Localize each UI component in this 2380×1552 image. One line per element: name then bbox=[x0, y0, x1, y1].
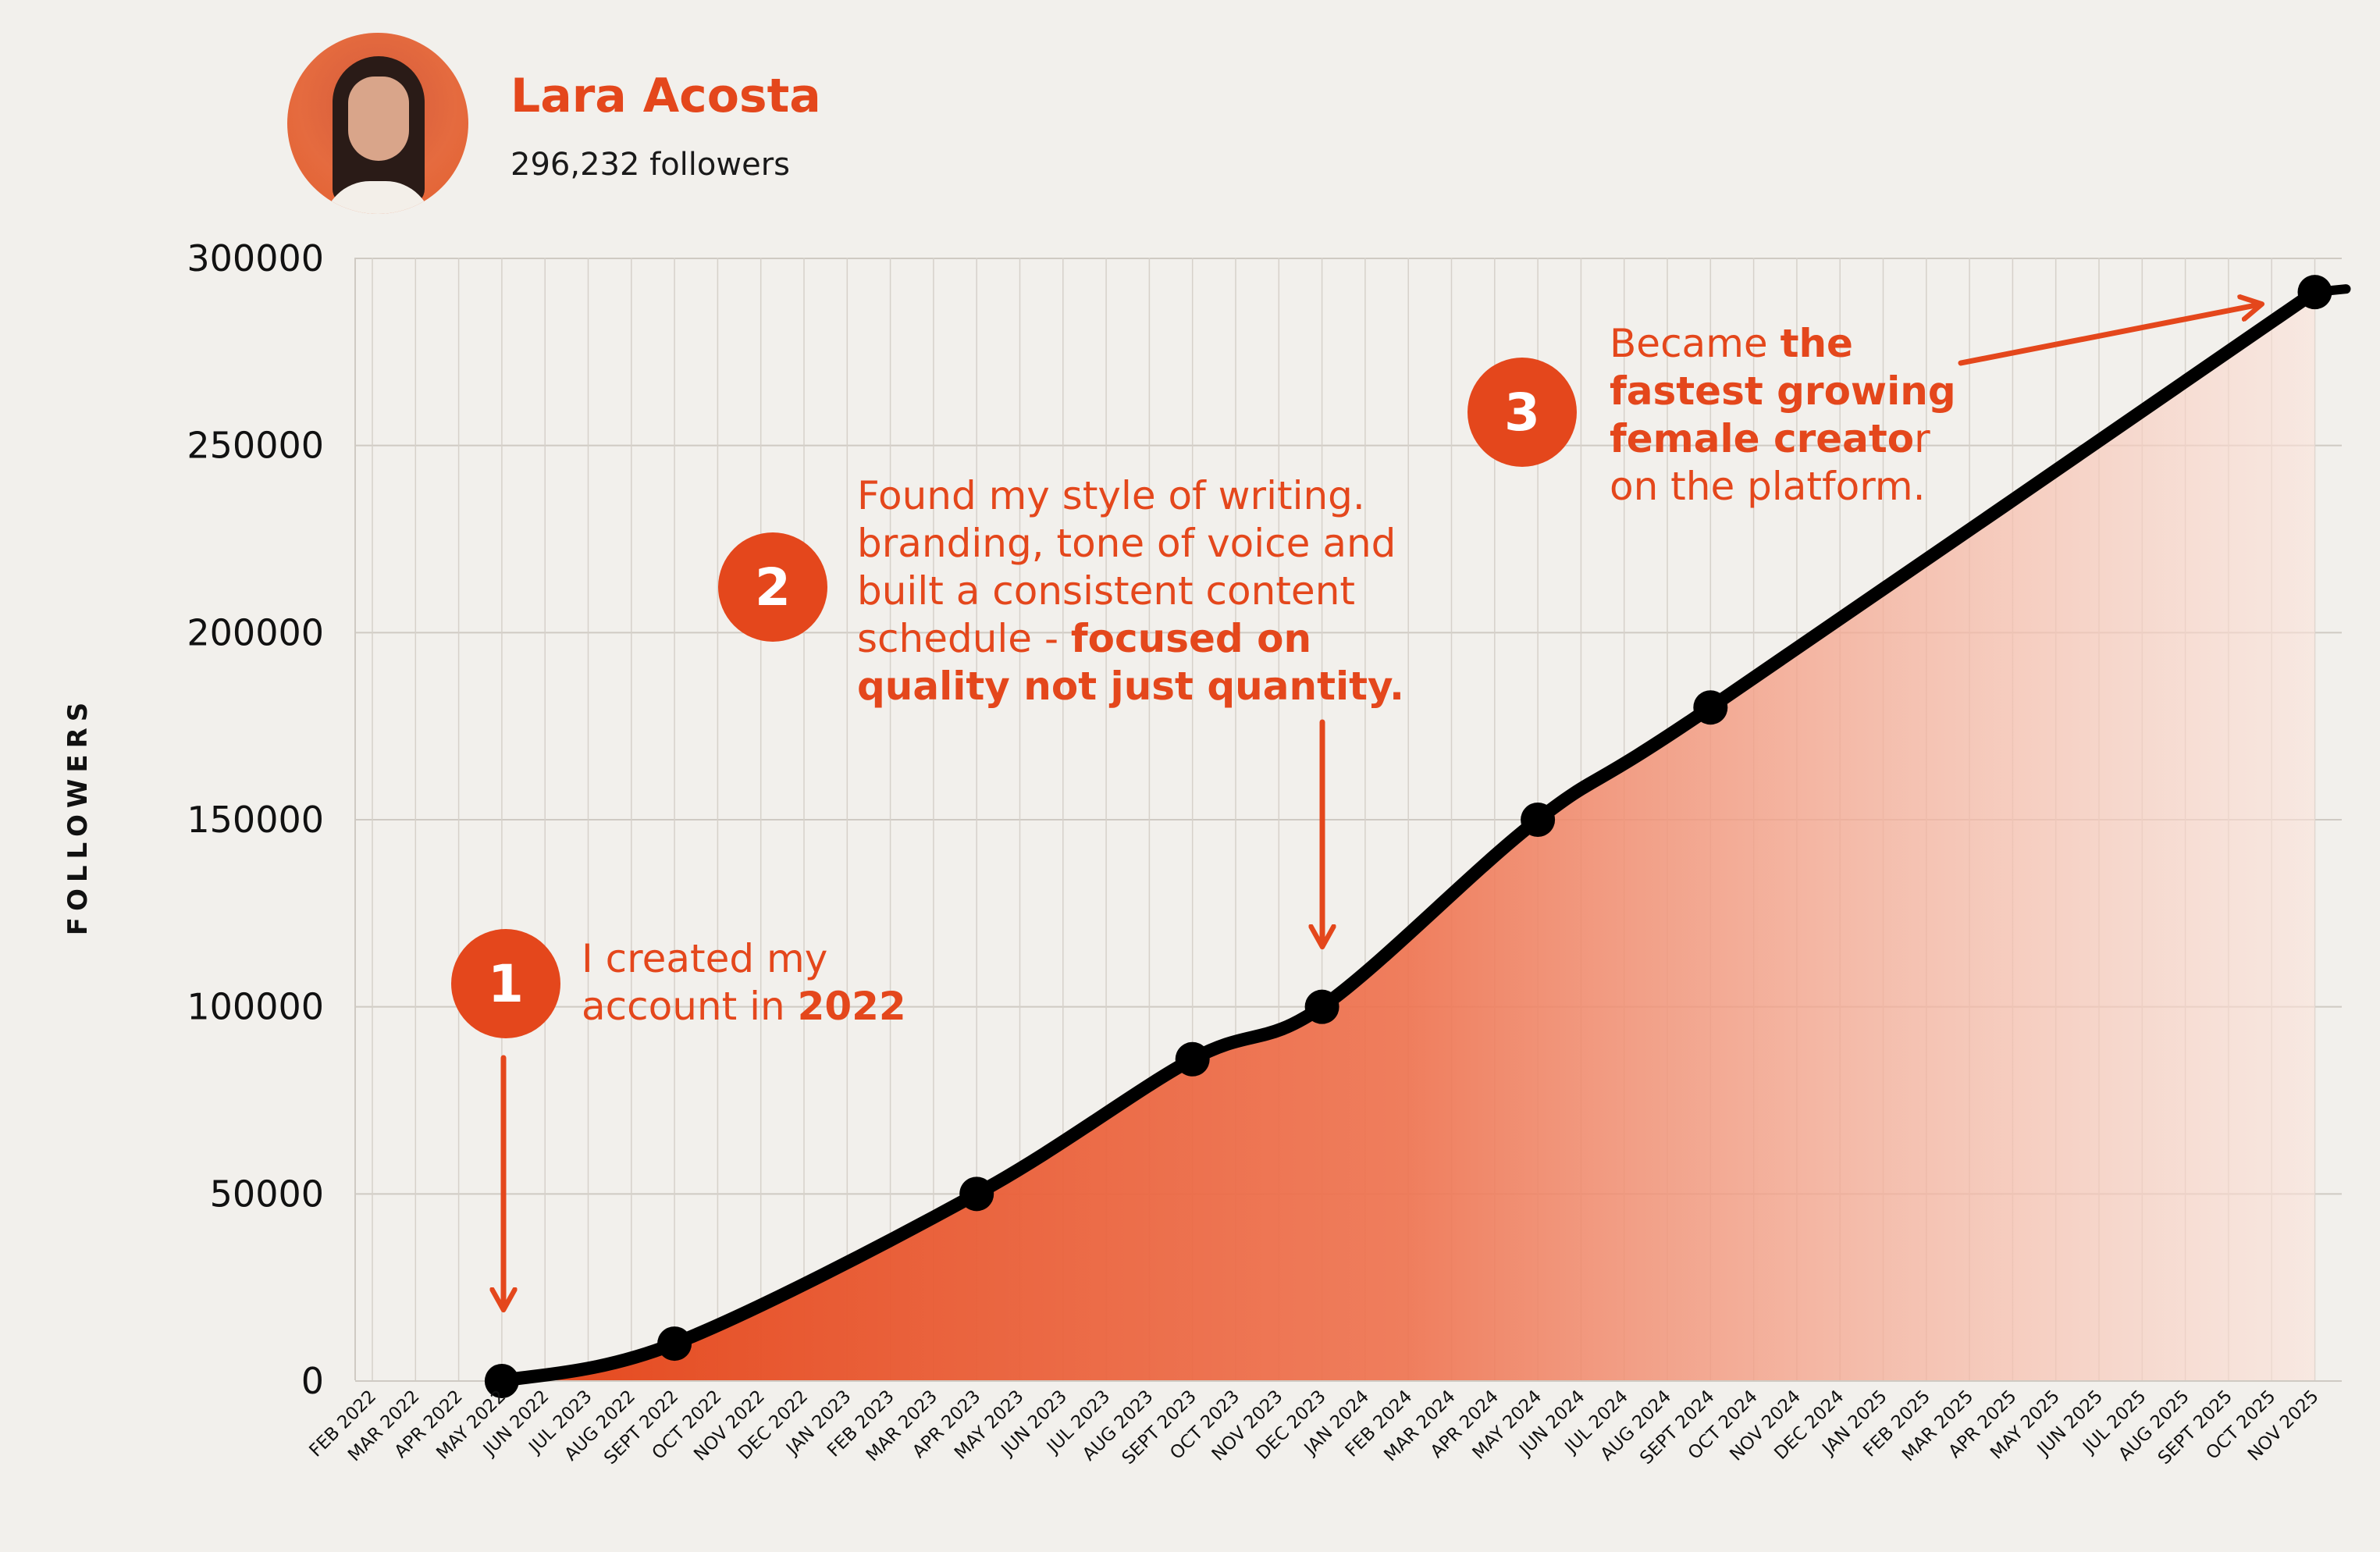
annotation-2-line5: quality not just quantity. bbox=[857, 663, 1404, 710]
annotation-3-line4: on the platform. bbox=[1610, 464, 1926, 509]
annotation-2-line4: schedule - focused on bbox=[857, 615, 1404, 663]
data-point-7 bbox=[2297, 275, 2332, 310]
data-point-2 bbox=[959, 1176, 994, 1212]
annotation-1-line2: account in 2022 bbox=[582, 983, 906, 1031]
annotation-3-line2: fastest growing bbox=[1610, 368, 1956, 415]
arrow-3 bbox=[1958, 304, 2260, 366]
y-tick-label-6: 300000 bbox=[187, 237, 324, 279]
chart-area-fill bbox=[501, 292, 2315, 1381]
data-point-4 bbox=[1304, 989, 1339, 1024]
annotation-1-line1: I created my bbox=[582, 936, 828, 981]
annotation-1-year: 2022 bbox=[797, 984, 906, 1029]
annotation-2-line2: branding, tone of voice and bbox=[857, 521, 1396, 566]
annotation-2-line5-bold: quality not just quantity. bbox=[857, 664, 1405, 709]
profile-follower-count: 296,232 followers bbox=[511, 147, 790, 183]
data-point-0 bbox=[484, 1364, 519, 1398]
annotation-3-line2-bold: fastest growing bbox=[1610, 368, 1956, 414]
annotation-2-line4-bold: focused on bbox=[1070, 616, 1312, 661]
annotation-text-1: I created my account in 2022 bbox=[582, 935, 906, 1031]
annotation-3-line1: Became the bbox=[1610, 320, 1956, 368]
chart-area-fill-group bbox=[501, 292, 2315, 1381]
profile-name: Lara Acosta bbox=[511, 69, 821, 123]
annotation-badge-1: 1 bbox=[451, 929, 560, 1038]
chart-points-group bbox=[484, 275, 2332, 1398]
data-point-5 bbox=[1521, 803, 1556, 837]
data-point-6 bbox=[1693, 690, 1728, 725]
annotation-2-line1: Found my style of writing. bbox=[857, 473, 1365, 518]
y-tick-label-3: 150000 bbox=[187, 799, 324, 841]
data-point-3 bbox=[1175, 1041, 1210, 1077]
annotation-badge-3: 3 bbox=[1467, 358, 1577, 467]
annotation-2-line4-prefix: schedule - bbox=[857, 616, 1071, 661]
y-axis-ticks: 0 50000 100000 150000 200000 250000 300000 bbox=[187, 237, 324, 1402]
annotation-1-line2-prefix: account in bbox=[582, 984, 798, 1029]
annotation-3-line3-bold: female creato bbox=[1610, 416, 1915, 461]
annotation-3-line1-bold: the bbox=[1780, 321, 1853, 366]
y-tick-label-4: 200000 bbox=[187, 611, 324, 653]
annotation-2-line3: built a consistent content bbox=[857, 568, 1355, 614]
y-tick-label-2: 100000 bbox=[187, 986, 324, 1028]
y-tick-label-5: 250000 bbox=[187, 425, 324, 467]
annotation-3-line1-prefix: Became bbox=[1610, 321, 1781, 366]
avatar bbox=[287, 33, 468, 214]
annotation-text-3: Became the fastest growing female creato… bbox=[1610, 320, 1956, 511]
data-point-1 bbox=[657, 1326, 692, 1362]
annotation-3-line3: female creator bbox=[1610, 415, 1956, 463]
annotation-arrows bbox=[503, 304, 2260, 1308]
annotation-badge-2: 2 bbox=[718, 532, 827, 642]
y-tick-label-1: 50000 bbox=[210, 1173, 324, 1215]
annotation-3-line3-suffix: r bbox=[1914, 416, 1930, 461]
avatar-face bbox=[348, 77, 409, 161]
y-tick-label-0: 0 bbox=[301, 1360, 324, 1402]
profile-header: Lara Acosta 296,232 followers bbox=[287, 33, 1068, 220]
annotation-text-2: Found my style of writing. branding, ton… bbox=[857, 472, 1404, 710]
